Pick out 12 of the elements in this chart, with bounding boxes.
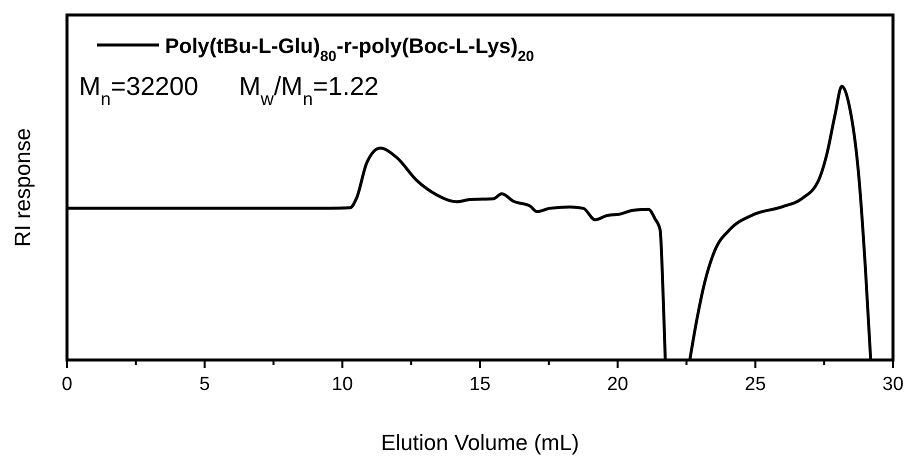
x-tick-label: 15: [469, 374, 491, 395]
annotation: M$_{n}$=32200: [79, 71, 198, 109]
x-tick-label: 20: [607, 374, 628, 395]
y-axis-title: RI response: [10, 128, 35, 247]
x-tick-label: 10: [332, 374, 353, 395]
x-tick-label: 5: [199, 374, 210, 395]
annotation: M$_{w}$/M$_{n}$=1.22: [239, 71, 379, 109]
x-tick-label: 25: [744, 374, 766, 395]
legend-label: Poly(tBu-L-Glu)$_{80}$-r-poly(Boc-L-Lys)$_{20}$: [165, 35, 534, 65]
x-tick-label: 30: [882, 374, 904, 395]
x-tick-label: 0: [62, 374, 72, 395]
x-axis-title: Elution Volume (mL): [380, 430, 580, 455]
